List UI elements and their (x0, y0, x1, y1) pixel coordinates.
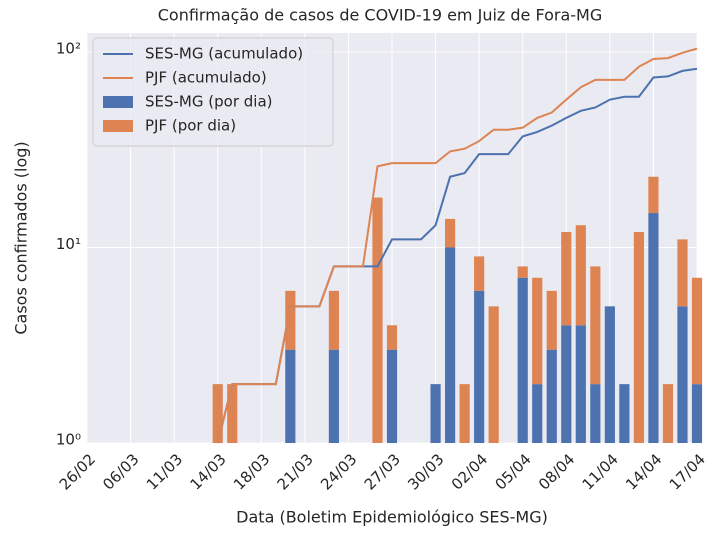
bar (575, 225, 586, 326)
x-tick-label: 05/04 (491, 450, 534, 493)
bar (590, 266, 601, 385)
legend: SES-MG (acumulado) PJF (acumulado) SES-MG … (92, 37, 334, 147)
x-tick-label: 21/03 (274, 450, 317, 493)
bar (328, 349, 339, 443)
legend-box (92, 37, 334, 147)
bar (561, 325, 572, 443)
bar (648, 213, 659, 443)
legend-label: SES-MG (acumulado) (145, 45, 303, 63)
bar (386, 349, 398, 443)
bar (677, 306, 688, 443)
x-tick-label: 11/03 (143, 450, 186, 493)
bar (517, 266, 528, 278)
bar (459, 384, 470, 443)
x-tick-label: 02/04 (448, 450, 491, 493)
x-tick-label: 30/03 (404, 450, 447, 493)
bar (677, 239, 688, 307)
bar (212, 384, 223, 443)
chart-title: Confirmação de casos de COVID-19 em Juiz… (158, 6, 603, 25)
bar (285, 349, 296, 443)
bar (590, 384, 601, 443)
bar (575, 325, 586, 443)
bar (445, 247, 456, 443)
x-tick-label: 08/04 (535, 450, 578, 493)
bar (532, 384, 543, 443)
y-tick-label: 10¹ (56, 235, 81, 253)
bar (474, 290, 485, 443)
x-tick-label: 06/03 (99, 450, 142, 493)
bar (561, 231, 572, 326)
bar (328, 290, 339, 350)
bar (488, 306, 499, 443)
bar (445, 218, 456, 248)
x-tick-label: 14/03 (186, 450, 229, 493)
legend-label: PJF (acumulado) (145, 69, 267, 87)
legend-swatch (103, 96, 133, 108)
bar (546, 290, 557, 350)
bar (633, 231, 644, 443)
legend-swatch (103, 120, 133, 132)
x-tick-label: 17/04 (666, 450, 709, 493)
bar (227, 384, 238, 443)
line (216, 47, 698, 444)
x-tick-label: 27/03 (361, 450, 404, 493)
y-tick-label: 10⁰ (56, 431, 81, 449)
bar (474, 256, 485, 291)
x-tick-label: 11/04 (579, 450, 622, 493)
bar (517, 277, 528, 443)
bar (372, 197, 383, 443)
y-axis-label: Casos confirmados (log) (12, 141, 31, 334)
bar (285, 290, 296, 350)
marks (212, 47, 703, 444)
x-tick-label: 18/03 (230, 450, 273, 493)
bar (386, 325, 398, 350)
bar (648, 176, 659, 214)
x-tick-label: 26/02 (56, 450, 99, 493)
bar (430, 384, 441, 443)
x-tick-label: 24/03 (317, 450, 360, 493)
x-tick-label: 14/04 (622, 450, 665, 493)
bar (691, 384, 703, 443)
x-axis-label: Data (Boletim Epidemiológico SES-MG) (236, 508, 548, 527)
bar (619, 384, 630, 443)
bar (604, 306, 615, 443)
bar (546, 349, 557, 443)
bar (691, 277, 703, 385)
legend-label: SES-MG (por dia) (145, 93, 273, 111)
bar (532, 277, 543, 385)
legend-label: PJF (por dia) (145, 117, 236, 135)
bar (662, 384, 674, 443)
y-tick-label: 10² (56, 39, 81, 57)
